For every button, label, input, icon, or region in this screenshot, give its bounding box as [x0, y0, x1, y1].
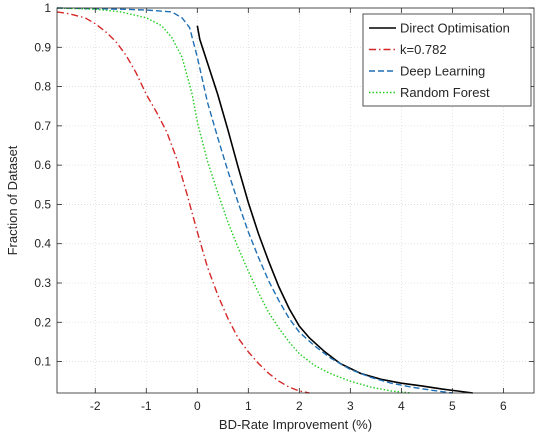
y-tick-label: 1: [44, 1, 51, 15]
y-tick-label: 0.6: [34, 158, 51, 172]
legend-label: Deep Learning: [400, 64, 485, 79]
series-line-3: [56, 7, 412, 394]
x-tick-label: -2: [90, 399, 101, 413]
x-tick-label: 2: [296, 399, 303, 413]
x-axis-label: BD-Rate Improvement (%): [219, 417, 372, 432]
legend-box: [362, 13, 532, 107]
y-axis-label: Fraction of Dataset: [5, 145, 20, 255]
x-tick-label: 5: [449, 399, 456, 413]
y-ticks: 0.1 0.2 0.3 0.4 0.5 0.6 0.7 0.8 0.9 1: [34, 1, 534, 369]
x-tick-label: 0: [194, 399, 201, 413]
y-tick-label: 0.3: [34, 276, 51, 290]
legend-label: Direct Optimisation: [400, 21, 510, 36]
x-tick-label: 1: [245, 399, 252, 413]
legend-label: Random Forest: [400, 85, 490, 100]
y-tick-label: 0.5: [34, 197, 51, 211]
series-line-1: [56, 11, 310, 394]
y-tick-label: 0.2: [34, 315, 51, 329]
legend: Direct Optimisation k=0.782 Deep Learning R…: [362, 13, 532, 107]
x-tick-label: -1: [141, 399, 152, 413]
x-tick-label: 4: [398, 399, 405, 413]
y-tick-label: 0.9: [34, 40, 51, 54]
y-tick-label: 0.8: [34, 80, 51, 94]
plot-frame: [56, 7, 535, 394]
x-ticks: -2 -1 0 1 2 3 4 5 6: [90, 8, 507, 413]
x-tick-label: 3: [347, 399, 354, 413]
series-line-2: [56, 7, 453, 394]
x-tick-label: 6: [500, 399, 507, 413]
y-tick-label: 0.4: [34, 237, 51, 251]
series-line-0: [196, 25, 473, 394]
y-tick-label: 0.7: [34, 119, 51, 133]
series-lines: [56, 7, 473, 394]
y-tick-label: 0.1: [34, 355, 51, 369]
legend-label: k=0.782: [400, 42, 447, 57]
